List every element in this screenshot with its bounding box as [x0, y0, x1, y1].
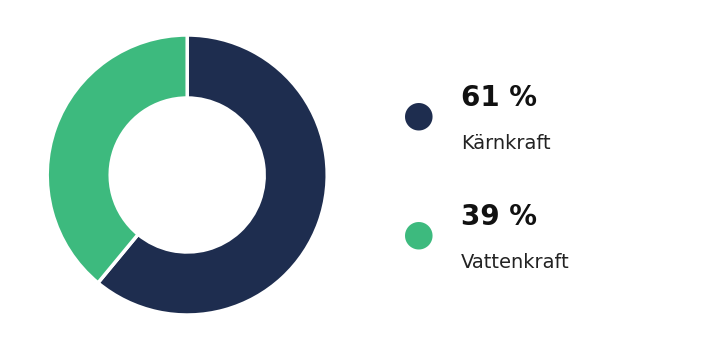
Text: 61 %: 61 % [461, 84, 537, 112]
Text: 39 %: 39 % [461, 203, 537, 231]
Text: ●: ● [403, 98, 435, 133]
Wedge shape [48, 35, 187, 283]
Text: Kärnkraft: Kärnkraft [461, 134, 550, 153]
Wedge shape [98, 35, 327, 315]
Text: Vattenkraft: Vattenkraft [461, 253, 570, 272]
Text: ●: ● [403, 217, 435, 252]
